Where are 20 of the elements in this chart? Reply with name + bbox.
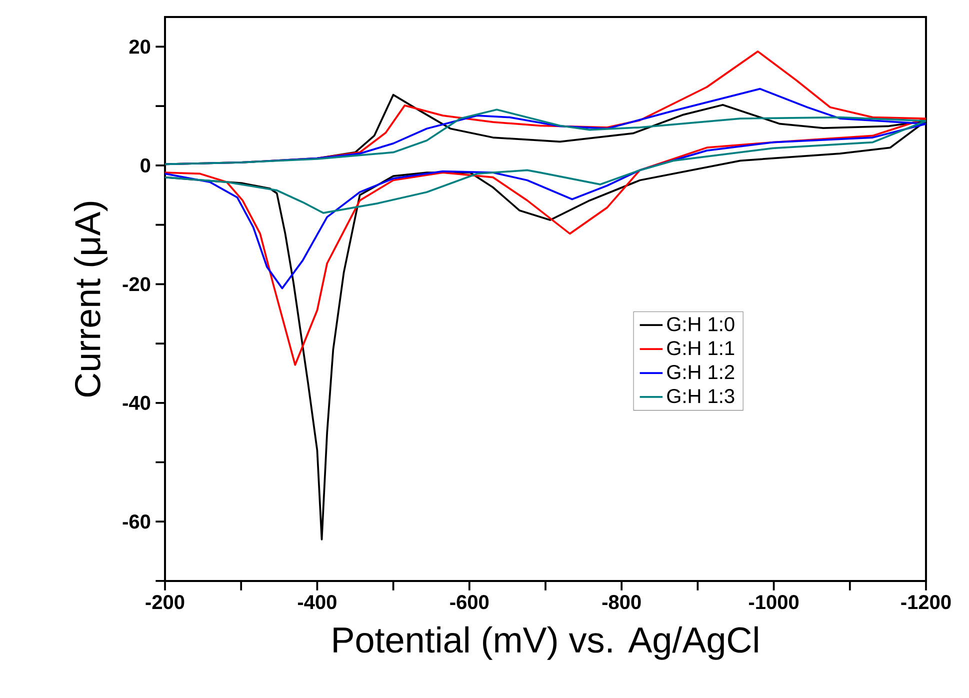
x-tick-label: -400 xyxy=(298,595,336,610)
line-series xyxy=(165,50,926,366)
x-tick-label: -1200 xyxy=(901,595,951,610)
line-series xyxy=(165,88,926,290)
y-tick-label: 0 xyxy=(140,158,150,172)
y-tick-label: -20 xyxy=(122,277,150,292)
x-tick-label: -800 xyxy=(602,595,641,610)
y-tick-label: -40 xyxy=(122,396,150,410)
line-series xyxy=(165,108,926,214)
legend-label: G:H 1:3 xyxy=(667,388,734,404)
y-axis-title: Current (μA) xyxy=(74,202,108,397)
x-axis-title: Potential (mV) vs. Ag/AgCl xyxy=(334,626,758,660)
legend-label: G:H 1:1 xyxy=(667,341,734,356)
x-tick-label: -600 xyxy=(450,595,489,610)
x-tick-label: -200 xyxy=(146,595,184,610)
y-tick-label: 20 xyxy=(129,40,150,54)
x-tick-label: -1000 xyxy=(748,595,799,610)
legend-label: G:H 1:0 xyxy=(667,317,734,332)
y-tick-label: -60 xyxy=(122,514,150,529)
legend-label: G:H 1:2 xyxy=(667,365,734,380)
